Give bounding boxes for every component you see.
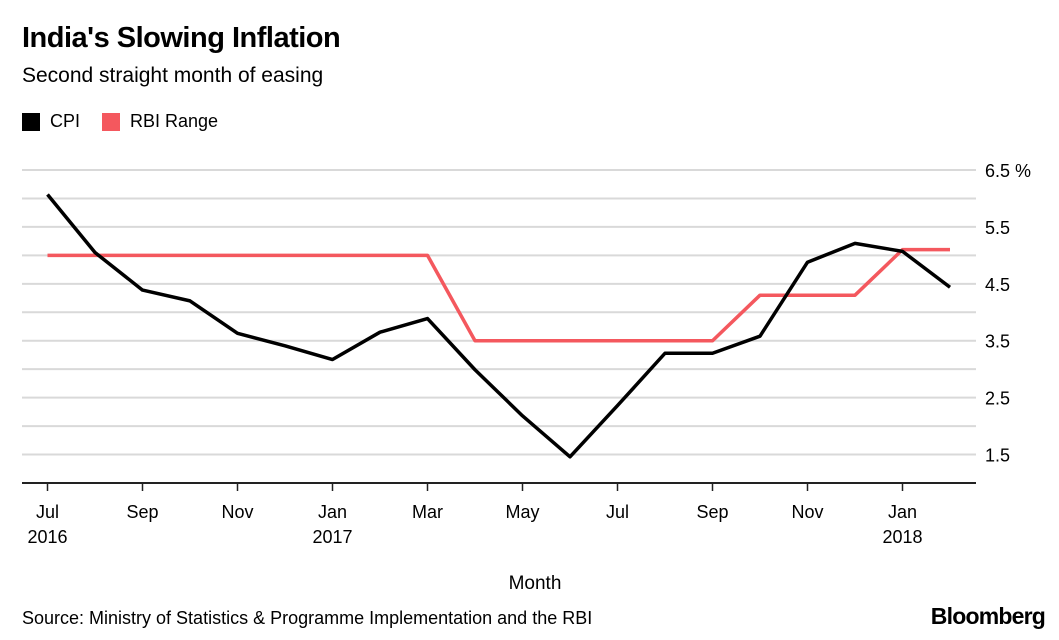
x-tick-year: 2016 [27, 527, 67, 547]
legend: CPI RBI Range [22, 111, 240, 132]
x-tick-year: 2018 [882, 527, 922, 547]
y-tick-label: 1.5 [985, 446, 1010, 466]
legend-item-rbi: RBI Range [102, 111, 218, 132]
y-tick-label: 3.5 [985, 332, 1010, 352]
x-tick-label: Sep [696, 502, 728, 522]
x-tick-label: Nov [791, 502, 823, 522]
source-note: Source: Ministry of Statistics & Program… [22, 608, 593, 628]
legend-label-cpi: CPI [50, 111, 81, 131]
x-axis-label: Month [509, 573, 562, 594]
x-tick-label: Jan [318, 502, 347, 522]
y-tick-label: 2.5 [985, 389, 1010, 409]
chart-title: India's Slowing Inflation [22, 22, 341, 54]
legend-swatch-rbi [102, 112, 121, 131]
x-tick-year: 2017 [312, 527, 352, 547]
x-tick-label: Jan [888, 502, 917, 522]
y-tick-label: 6.5 % [985, 161, 1031, 181]
chart-subtitle: Second straight month of easing [22, 64, 324, 87]
x-tick-label: Mar [412, 502, 443, 522]
legend-item-cpi: CPI [22, 111, 80, 132]
legend-swatch-cpi [22, 112, 40, 131]
legend-label-rbi: RBI Range [130, 111, 219, 131]
x-tick-label: May [505, 502, 539, 522]
x-tick-label: Sep [126, 502, 158, 522]
y-tick-label: 5.5 [985, 218, 1010, 238]
x-tick-label: Jul [606, 502, 629, 522]
x-tick-label: Nov [221, 502, 253, 522]
y-tick-label: 4.5 [985, 275, 1010, 295]
x-tick-label: Jul [36, 502, 59, 522]
series-line-cpi [46, 193, 952, 459]
bloomberg-logo: Bloomberg [930, 603, 1046, 629]
series-line-rbi-range [47, 247, 950, 343]
